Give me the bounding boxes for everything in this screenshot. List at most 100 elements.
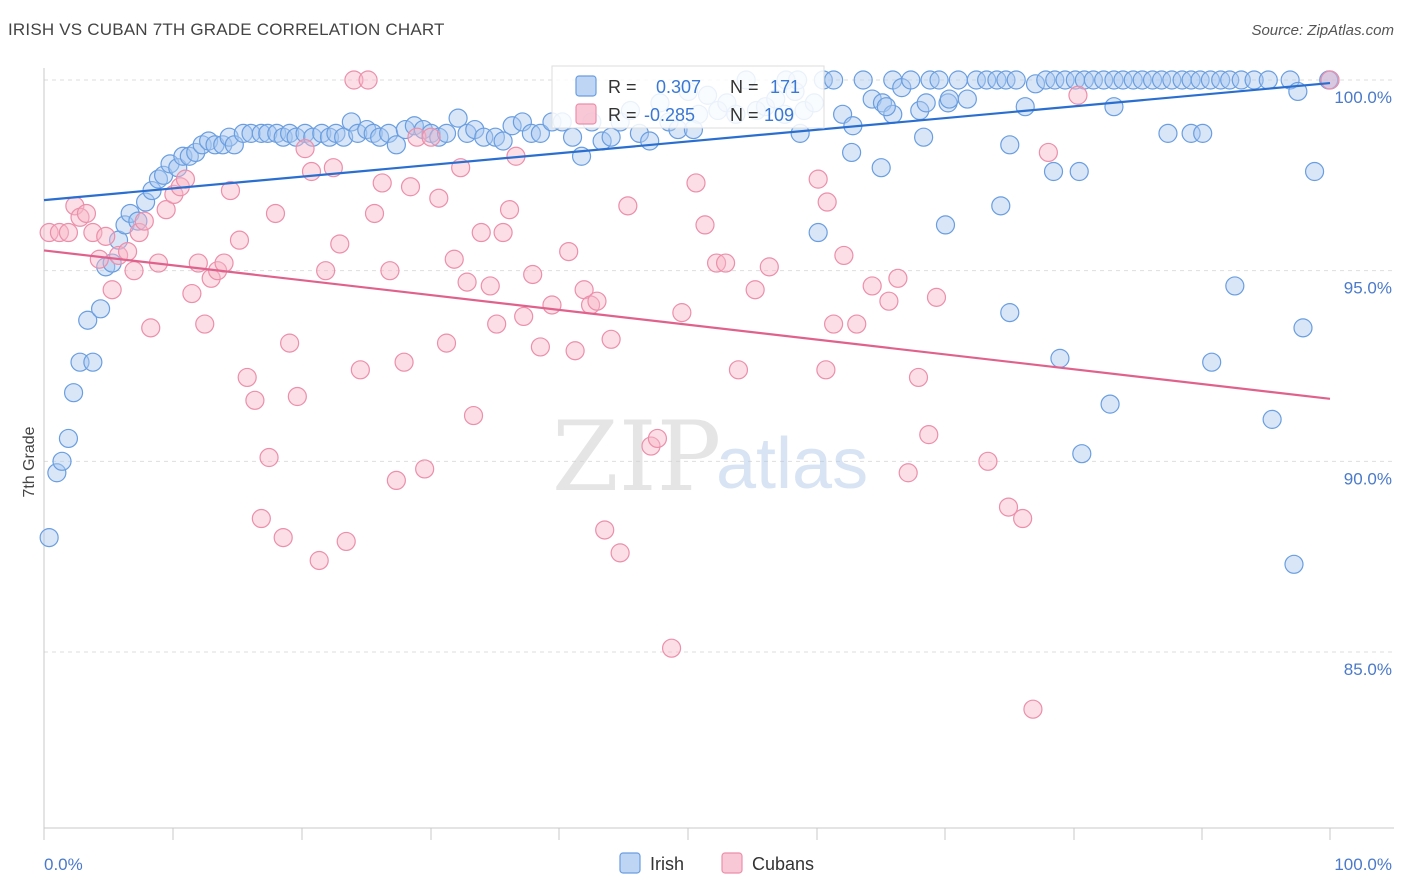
data-point-cubans [559,242,579,262]
data-point-irish [530,123,550,143]
data-point-cubans [888,268,908,288]
data-point-cubans [364,203,385,224]
data-point-irish [1132,70,1152,90]
data-point-irish [1293,318,1313,338]
data-point-cubans [595,520,615,540]
data-point-cubans [58,222,79,243]
data-point-irish [135,192,156,212]
data-point-irish [1050,348,1070,368]
data-point-irish [173,146,193,166]
data-point-cubans [816,360,836,380]
data-point-cubans [330,234,350,254]
data-point-irish [386,135,406,155]
data-point-cubans [220,180,241,201]
data-point-cubans [407,127,427,147]
data-point-cubans [847,314,867,334]
data-point-irish [448,108,468,128]
data-point-irish [871,158,891,178]
legend-r-value-irish: 0.307 [656,77,701,97]
data-point-cubans [686,173,706,193]
bottom-legend-label-irish: Irish [650,854,684,874]
data-point-irish [1193,123,1213,143]
data-point-cubans [229,230,250,250]
data-point-cubans [715,253,736,273]
bottom-legend: Irish Cubans [619,852,814,874]
data-point-cubans [39,222,59,243]
gridlines [44,79,1394,653]
source-note: Source: ZipAtlas.com [1251,22,1394,39]
data-point-cubans [301,161,322,182]
y-tick-label: 85.0% [1344,660,1392,679]
data-point-cubans [265,203,286,224]
data-point-irish [1202,352,1222,372]
data-point-irish [996,70,1016,90]
data-point-irish [251,123,271,143]
data-point-cubans [542,295,562,315]
data-point-cubans [817,192,837,212]
legend-swatch-irish [575,75,597,97]
y-tick-label: 95.0% [1344,279,1392,298]
data-point-cubans [565,341,585,361]
data-point-irish [1006,70,1026,90]
data-point-irish [1104,97,1124,117]
x-tick-label: 0.0% [44,855,83,874]
data-point-irish [52,451,72,471]
data-point-irish [948,70,968,90]
data-point-irish [493,131,513,151]
data-point-irish [47,463,67,483]
data-point-cubans [287,386,307,407]
data-point-cubans [156,200,176,220]
data-point-cubans [759,257,779,277]
data-point-irish [842,142,862,163]
data-point-irish [213,135,233,155]
data-point-cubans [641,436,661,456]
data-point-cubans [394,352,414,372]
data-point-cubans [647,428,668,449]
data-point-irish [186,142,206,163]
data-point-cubans [908,367,929,388]
data-point-cubans [745,280,765,300]
data-point-cubans [926,287,947,307]
data-point-cubans [1013,508,1033,529]
legend-r-label-irish: R = [608,77,637,97]
data-point-irish [63,383,84,403]
data-point-cubans [1068,85,1088,105]
data-point-cubans [879,291,899,311]
data-point-cubans [978,451,998,471]
data-point-cubans [316,261,336,281]
data-point-cubans [661,638,682,658]
data-point-irish [562,127,583,147]
data-point-irish [901,70,921,90]
data-point-irish [1190,70,1210,90]
data-point-irish [957,89,977,109]
data-point-irish [1025,74,1046,94]
y-tick-label: 90.0% [1344,469,1392,488]
data-point-cubans [195,314,215,334]
data-point-cubans [309,550,329,571]
data-point-irish [929,70,949,90]
data-point-cubans [175,169,196,189]
data-point-cubans [834,245,854,266]
data-point-cubans [323,158,343,178]
data-point-cubans [480,276,500,296]
data-point-cubans [487,314,507,334]
data-point-irish [1045,70,1065,90]
data-point-irish [1225,276,1245,296]
data-point-cubans [336,531,356,552]
data-point-cubans [295,139,315,159]
data-point-cubans [444,249,464,269]
data-point-cubans [214,253,234,273]
stats-legend: R = 0.307 N = 171 R = -0.285 N = 109 [551,65,825,129]
data-point-cubans [358,70,378,90]
x-tick-label: 100.0% [1334,855,1392,874]
data-point-irish [977,70,997,90]
data-point-irish [1113,70,1133,90]
data-point-cubans [523,264,543,285]
legend-r-value-cubans: -0.285 [644,105,695,125]
data-point-irish [1100,394,1120,414]
data-point-cubans [587,291,607,311]
legend-n-label-cubans: N = [730,105,759,125]
data-point-cubans [457,272,477,292]
watermark: ZIP atlas [552,401,868,513]
data-point-cubans [237,367,257,388]
